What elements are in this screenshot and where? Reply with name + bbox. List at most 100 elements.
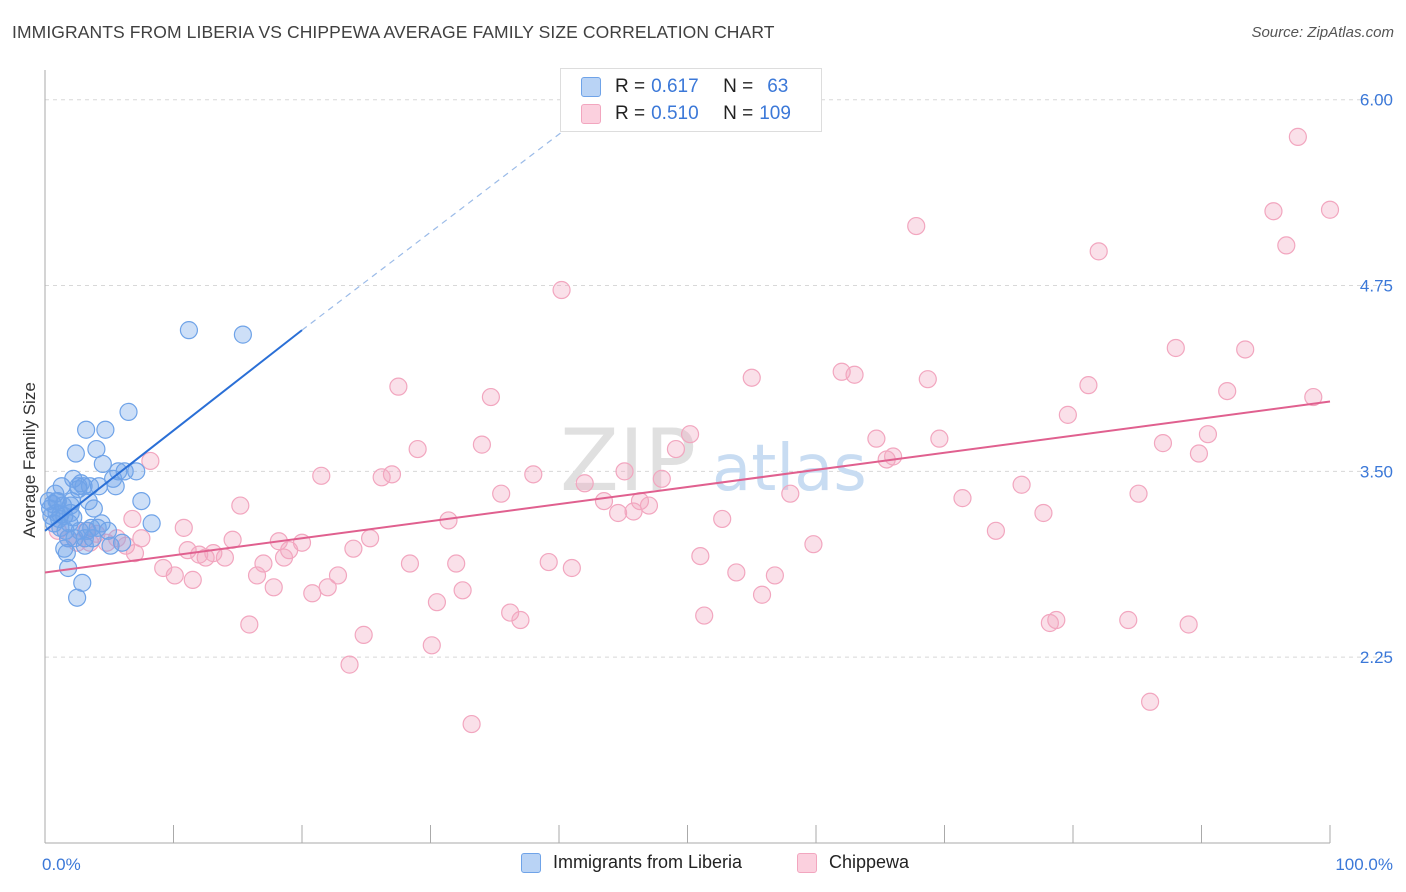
chippewa-point — [174, 518, 193, 537]
liberia-point — [66, 444, 85, 463]
liberia-point — [109, 462, 128, 481]
chippewa-point — [1047, 610, 1066, 630]
liberia-point — [75, 536, 94, 555]
chippewa-point — [501, 603, 520, 622]
n-value: 109 — [759, 103, 791, 124]
liberia-point — [77, 420, 96, 439]
liberia-trend-line — [44, 329, 303, 532]
chippewa-point — [422, 636, 441, 655]
series-legend: Immigrants from Liberia Chippewa — [0, 852, 1406, 878]
liberia-point — [106, 477, 125, 496]
chippewa-point — [141, 451, 160, 471]
liberia-point — [84, 499, 103, 518]
chippewa-point — [340, 655, 359, 674]
chippewa-point — [781, 484, 800, 503]
y-tick-label: 3.50 — [1360, 462, 1393, 481]
chippewa-point — [408, 439, 427, 459]
chippewa-legend-swatch — [797, 852, 817, 873]
chippewa-point — [231, 496, 250, 515]
chippewa-point — [312, 466, 331, 485]
trend-lines — [44, 114, 1331, 574]
chippewa-point — [303, 584, 322, 603]
chippewa-point — [196, 548, 215, 567]
chippewa-point — [680, 425, 700, 444]
grid — [45, 99, 1390, 658]
chippewa-point — [765, 566, 784, 585]
chippewa-point — [1153, 434, 1173, 453]
chippewa-point — [372, 468, 391, 487]
r-label: R = — [615, 103, 646, 124]
chippewa-point — [615, 462, 634, 481]
chippewa-point — [666, 439, 686, 459]
chippewa-point — [752, 585, 772, 604]
axes — [44, 70, 1331, 844]
chippewa-point — [254, 554, 273, 573]
chippewa-trend-line — [44, 400, 1331, 574]
liberia-point — [55, 539, 74, 558]
chippewa-point — [1189, 444, 1209, 463]
r-value: 0.617 — [651, 76, 699, 97]
y-axis-label: Average Family Size — [20, 382, 39, 538]
tick-labels: 2.25 3.50 4.75 6.00 0.0% 100.0% — [42, 91, 1393, 874]
chippewa-point — [713, 509, 732, 529]
chippewa-point — [1304, 387, 1323, 407]
chart-title: IMMIGRANTS FROM LIBERIA VS CHIPPEWA AVER… — [12, 22, 775, 42]
watermark-zip: ZIP — [560, 411, 696, 511]
stats-row-chippewa: R = 0.510 N = 109 — [581, 101, 791, 127]
x-tick-label: 100.0% — [1335, 855, 1393, 874]
y-tick-label: 4.75 — [1360, 277, 1393, 296]
chippewa-point — [695, 606, 714, 625]
liberia-point — [69, 480, 88, 499]
chippewa-point — [575, 474, 594, 493]
chippewa-point — [1198, 425, 1218, 444]
chippewa-point — [883, 447, 903, 466]
chippewa-point — [123, 509, 142, 529]
chippewa-point — [132, 529, 151, 548]
chippewa-point — [1264, 202, 1283, 221]
chippewa-point — [986, 521, 1006, 540]
liberia-point — [233, 325, 252, 344]
chippewa-point — [1012, 475, 1031, 494]
chippewa-point — [400, 554, 420, 573]
chippewa-point — [1236, 340, 1255, 359]
chippewa-point — [462, 714, 481, 734]
chippewa-point — [1089, 242, 1108, 261]
stats-row-liberia: R = 0.617 N = 63 — [581, 74, 788, 100]
chippewa-point — [389, 377, 408, 396]
chippewa-point — [481, 387, 500, 407]
liberia-point — [92, 514, 111, 533]
chippewa-point — [183, 570, 202, 589]
liberia-trend-extension — [301, 114, 586, 331]
chippewa-point — [1140, 692, 1160, 711]
chippewa-point — [742, 368, 761, 387]
legend-label: Chippewa — [829, 852, 910, 872]
liberia-point — [93, 454, 112, 474]
chippewa-point — [1320, 200, 1340, 219]
chippewa-point — [727, 563, 746, 582]
chippewa-point — [492, 484, 511, 503]
liberia-point — [179, 321, 199, 340]
chippewa-point — [1277, 236, 1296, 255]
watermark-atlas: atlas — [712, 432, 867, 506]
chippewa-point — [215, 548, 234, 567]
r-value: 0.510 — [651, 103, 699, 124]
liberia-point — [96, 420, 115, 439]
chippewa-point — [274, 548, 294, 567]
chippewa-point — [318, 578, 337, 597]
legend-item-chippewa: Chippewa — [797, 852, 909, 873]
liberia-legend-swatch — [521, 852, 541, 873]
liberia-point — [119, 402, 138, 422]
chippewa-point — [652, 469, 671, 488]
chippewa-point — [165, 566, 184, 585]
liberia-point — [112, 533, 132, 552]
chippewa-point — [328, 566, 348, 585]
liberia-point — [73, 573, 92, 592]
liberia-point — [101, 536, 120, 555]
chippewa-point — [1034, 503, 1053, 523]
legend-item-liberia: Immigrants from Liberia — [521, 852, 742, 873]
liberia-point — [127, 462, 146, 481]
chippewa-point — [1129, 484, 1148, 503]
liberia-point — [47, 491, 66, 511]
chippewa-point — [511, 610, 530, 630]
